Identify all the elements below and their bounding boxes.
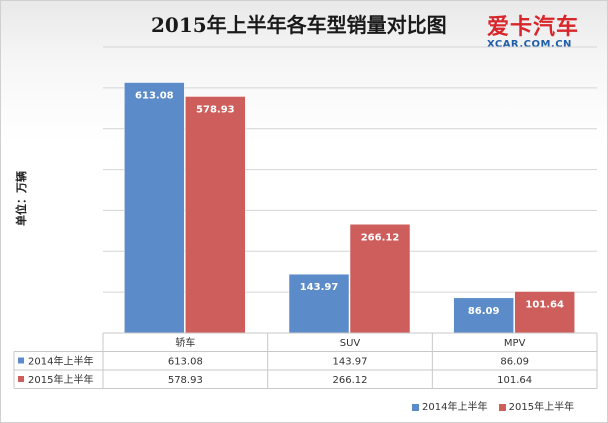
data-label-1-0: 578.93 — [196, 104, 235, 115]
logo-cn-text: 爱卡汽车 — [487, 15, 580, 40]
legend-item-2015: 2015年上半年 — [498, 398, 575, 413]
bar-1-0 — [185, 96, 246, 334]
data-label-1-2: 101.64 — [525, 299, 564, 310]
data-label-0-0: 613.08 — [135, 91, 174, 102]
table-cell-0-0: 613.08 — [168, 357, 203, 368]
category-label-2: MPV — [504, 338, 526, 349]
category-label-1: SUV — [340, 338, 361, 349]
logo-en-text: XCAR.COM.CN — [487, 39, 572, 50]
bar-0-0 — [124, 82, 185, 334]
data-label-1-1: 266.12 — [361, 232, 400, 243]
category-label-0: 轿车 — [175, 336, 195, 349]
table-cell-0-1: 143.97 — [333, 357, 368, 368]
legend-item-2014: 2014年上半年 — [412, 398, 487, 413]
table-swatch-0 — [18, 357, 24, 364]
table-swatch-1 — [18, 376, 24, 382]
table-cell-1-1: 266.12 — [333, 375, 368, 386]
table-cell-1-0: 578.93 — [168, 375, 203, 386]
data-label-0-2: 86.09 — [468, 306, 500, 317]
data-label-0-1: 143.97 — [300, 282, 339, 293]
legend-label-2015: 2015年上半年 — [508, 402, 575, 413]
table-series-name-1: 2015年上半年 — [28, 373, 93, 386]
legend: 2014年上半年 2015年上半年 — [412, 398, 582, 414]
xcar-logo: 爱卡汽车 XCAR.COM.CN — [487, 9, 597, 53]
legend-label-2014: 2014年上半年 — [422, 402, 488, 413]
chart-title: 2015年上半年各车型销量对比图 — [151, 13, 447, 37]
bar-1-2 — [514, 291, 575, 334]
legend-swatch-2014 — [412, 403, 419, 411]
table-cell-1-2: 101.64 — [497, 375, 532, 386]
table-cell-0-2: 86.09 — [500, 357, 529, 368]
legend-swatch-2015 — [498, 403, 506, 411]
table-series-name-0: 2014年上半年 — [28, 355, 93, 368]
